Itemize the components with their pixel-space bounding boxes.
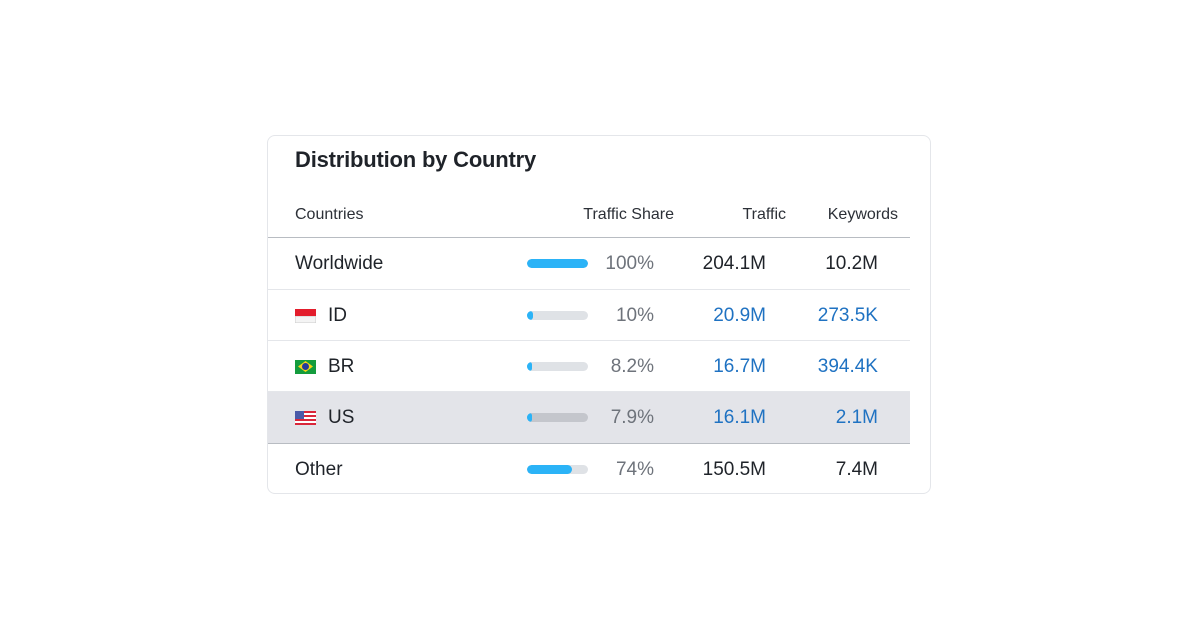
traffic-share-value: 8.2% — [610, 356, 654, 377]
header-divider — [268, 237, 910, 238]
country-name: Other — [295, 444, 343, 495]
column-header-keywords[interactable]: Keywords — [827, 206, 898, 223]
country-name[interactable]: BR — [295, 341, 354, 392]
table-row-worldwide[interactable]: Worldwide 100% 204.1M 10.2M — [268, 238, 910, 289]
traffic-share-bar-fill — [527, 413, 532, 422]
traffic-link[interactable]: 20.9M — [713, 305, 766, 326]
country-label: ID — [328, 305, 347, 326]
table-row-id[interactable]: ID 10% 20.9M 273.5K — [268, 289, 910, 340]
traffic-share-bar — [527, 413, 588, 422]
traffic-share-bar-fill — [527, 362, 532, 371]
country-label: Worldwide — [295, 253, 384, 274]
country-name[interactable]: ID — [295, 290, 347, 341]
indonesia-flag-icon — [295, 308, 316, 323]
keywords-link[interactable]: 394.4K — [817, 356, 878, 377]
column-header-countries: Countries — [295, 206, 364, 223]
traffic-share-value: 74% — [615, 459, 654, 480]
country-name: Worldwide — [295, 238, 383, 289]
traffic-value: 204.1M — [702, 253, 766, 274]
card-title: Distribution by Country — [295, 147, 537, 172]
keywords-value: 10.2M — [825, 253, 878, 274]
country-label: US — [328, 407, 355, 428]
traffic-share-bar — [527, 465, 588, 474]
keywords-link[interactable]: 2.1M — [835, 407, 878, 428]
country-name[interactable]: US — [295, 392, 354, 443]
table-row-br[interactable]: BR 8.2% 16.7M 394.4K — [268, 340, 910, 391]
country-label: BR — [328, 356, 355, 377]
country-label: Other — [295, 459, 343, 480]
distribution-card: Distribution by Country Countries Traffi… — [267, 135, 931, 494]
traffic-share-bar-fill — [527, 259, 588, 268]
traffic-share-value: 100% — [605, 253, 654, 274]
traffic-share-value: 10% — [615, 305, 654, 326]
traffic-link[interactable]: 16.7M — [713, 356, 766, 377]
traffic-share-bar — [527, 362, 588, 371]
column-header-traffic[interactable]: Traffic — [742, 206, 786, 223]
traffic-share-bar-fill — [527, 311, 534, 320]
us-flag-icon — [295, 410, 316, 425]
table-row-us[interactable]: US 7.9% 16.1M 2.1M — [268, 391, 910, 444]
column-header-traffic-share[interactable]: Traffic Share — [583, 206, 674, 223]
table-row-other[interactable]: Other 74% 150.5M 7.4M — [268, 444, 910, 495]
traffic-share-bar-fill — [527, 465, 573, 474]
traffic-share-value: 7.9% — [610, 407, 654, 428]
traffic-share-bar — [527, 259, 588, 268]
keywords-link[interactable]: 273.5K — [817, 305, 878, 326]
traffic-link[interactable]: 16.1M — [713, 407, 766, 428]
traffic-share-bar — [527, 311, 588, 320]
brazil-flag-icon — [295, 359, 316, 374]
traffic-value: 150.5M — [702, 459, 766, 480]
keywords-value: 7.4M — [835, 459, 878, 480]
